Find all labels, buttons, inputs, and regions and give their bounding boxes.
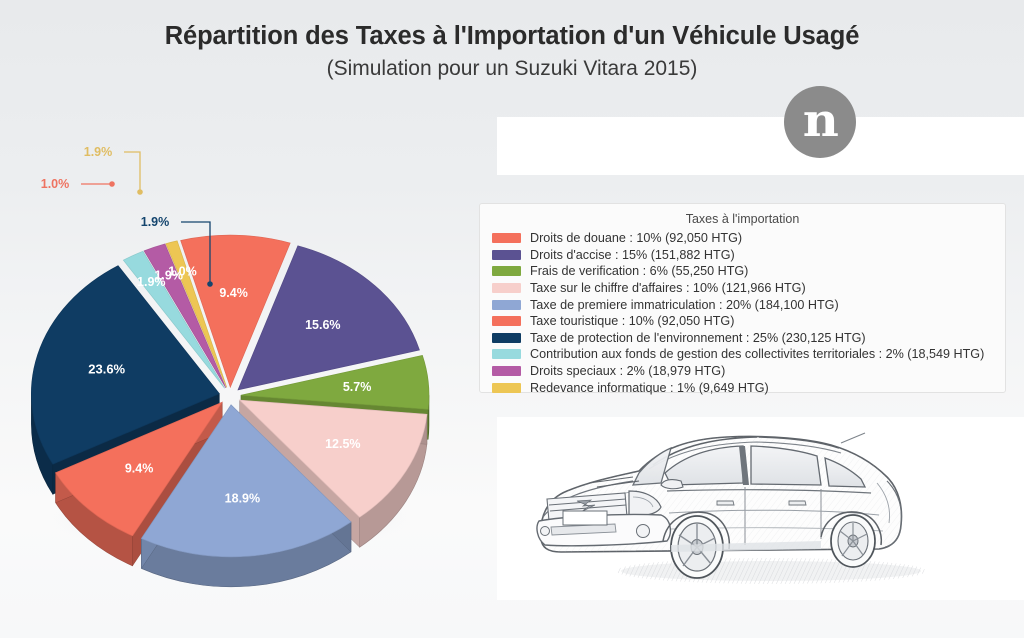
pie-slice[interactable]	[237, 245, 420, 391]
legend-item-label: Contribution aux fonds de gestion des co…	[530, 347, 985, 362]
legend-color-swatch	[492, 233, 521, 244]
legend-item-label: Taxe sur le chiffre d'affaires : 10% (12…	[530, 281, 806, 296]
legend-item[interactable]: Droits d'accise : 15% (151,882 HTG)	[490, 247, 995, 264]
legend-item[interactable]: Taxe sur le chiffre d'affaires : 10% (12…	[490, 280, 995, 297]
pie-slice[interactable]	[122, 250, 225, 389]
legend-color-swatch	[492, 266, 521, 277]
legend-item-label: Redevance informatique : 1% (9,649 HTG)	[530, 380, 769, 395]
legend-item-label: Taxe touristique : 10% (92,050 HTG)	[530, 314, 735, 329]
pie-slice-percent-label: 5.7%	[343, 380, 372, 394]
legend-color-swatch	[492, 349, 521, 360]
legend-color-swatch	[492, 249, 521, 260]
pie-slice[interactable]	[180, 234, 291, 389]
legend-item[interactable]: Contribution aux fonds de gestion des co…	[490, 346, 995, 363]
callout-percent-label: 1.0%	[41, 177, 70, 191]
legend-item[interactable]: Taxe de protection de l'environnement : …	[490, 330, 995, 347]
page-title: Répartition des Taxes à l'Importation d'…	[0, 22, 1024, 82]
pie-slice[interactable]	[140, 404, 352, 558]
pie-slice-percent-label: 1.9%	[154, 268, 183, 282]
callout-anchor-dot	[137, 189, 143, 195]
legend-item[interactable]: Droits de douane : 10% (92,050 HTG)	[490, 230, 995, 247]
pie-slice-percent-label: 12.5%	[325, 437, 360, 451]
pie-slice-percent-label: 1.9%	[137, 275, 166, 289]
legend-item[interactable]: Droits speciaux : 2% (18,979 HTG)	[490, 363, 995, 380]
callout-leader-line	[124, 151, 141, 192]
legend-item[interactable]: Frais de verification : 6% (55,250 HTG)	[490, 263, 995, 280]
pie-slice[interactable]	[165, 240, 228, 388]
legend-color-swatch	[492, 316, 521, 327]
pie-slice-percent-label: 23.6%	[88, 362, 125, 377]
pie-slice[interactable]	[238, 399, 428, 518]
publisher-logo-icon: n	[784, 86, 856, 158]
pie-slice[interactable]	[55, 401, 224, 537]
callout-anchor-dot	[109, 181, 115, 187]
legend-color-swatch	[492, 332, 521, 343]
legend-color-swatch	[492, 283, 521, 294]
chart-title: Répartition des Taxes à l'Importation d'…	[164, 22, 860, 50]
callout-leader-line	[181, 221, 211, 284]
pie-slice-labels: 9.4% 15.6% 5.7% 12.5% 18.9% 9.4% 23.6% 1.9%1.9%…	[88, 264, 371, 505]
suzuki-grand-vitara-sketch-icon	[536, 432, 926, 584]
pie-slice-percent-label: 9.4%	[125, 461, 154, 475]
pie-callouts: 1.9%1.9%1.0%	[41, 145, 213, 287]
pie-chart: 1.9% 1.9% 1.0% 9.4% 15.6% 5.7% 12.5% 18.9% 9.4%…	[0, 96, 470, 606]
legend-item-label: Droits de douane : 10% (92,050 HTG)	[530, 231, 743, 246]
vehicle-illustration-panel	[497, 417, 1024, 600]
callout-percent-label: 1.9%	[84, 145, 113, 159]
legend: Taxes à l'importation Droits de douane :…	[479, 203, 1006, 396]
pie-slice-tops	[31, 234, 430, 558]
legend-items: Droits de douane : 10% (92,050 HTG) Droit…	[490, 230, 995, 396]
legend-item[interactable]: Taxe de premiere immatriculation : 20% (…	[490, 296, 995, 313]
pie-slice[interactable]	[240, 354, 430, 410]
pie-slice-percent-label: 15.6%	[305, 318, 340, 332]
logo-glyph: n	[803, 93, 839, 147]
legend-item-label: Droits d'accise : 15% (151,882 HTG)	[530, 247, 735, 262]
legend-item[interactable]: Taxe touristique : 10% (92,050 HTG)	[490, 313, 995, 330]
pie-chart-svg: 1.9%1.9%1.0% 9.4%15.6%5.7%12.5%18.9%9.4%…	[31, 145, 430, 588]
logo-panel	[497, 117, 1024, 175]
legend-item-label: Frais de verification : 6% (55,250 HTG)	[530, 264, 749, 279]
legend-item-label: Droits speciaux : 2% (18,979 HTG)	[530, 364, 726, 379]
callout-anchor-dot	[207, 281, 213, 287]
pie-slice-percent-label: 18.9%	[225, 492, 260, 506]
legend-title: Taxes à l'importation	[685, 212, 800, 226]
callout-percent-label: 1.9%	[141, 215, 170, 229]
pie-slice-percent-label: 1.0%	[168, 264, 197, 278]
pie-slice[interactable]	[31, 265, 220, 465]
legend-item-label: Taxe de protection de l'environnement : …	[530, 330, 866, 345]
legend-color-swatch	[492, 299, 521, 310]
legend-item-label: Taxe de premiere immatriculation : 20% (…	[530, 297, 839, 312]
pie-slice[interactable]	[143, 243, 227, 388]
pie-slice-percent-label: 9.4%	[219, 286, 248, 300]
legend-item[interactable]: Redevance informatique : 1% (9,649 HTG)	[490, 379, 995, 396]
chart-subtitle: (Simulation pour un Suzuki Vitara 2015)	[326, 57, 698, 81]
legend-color-swatch	[492, 382, 521, 393]
legend-color-swatch	[492, 366, 521, 377]
